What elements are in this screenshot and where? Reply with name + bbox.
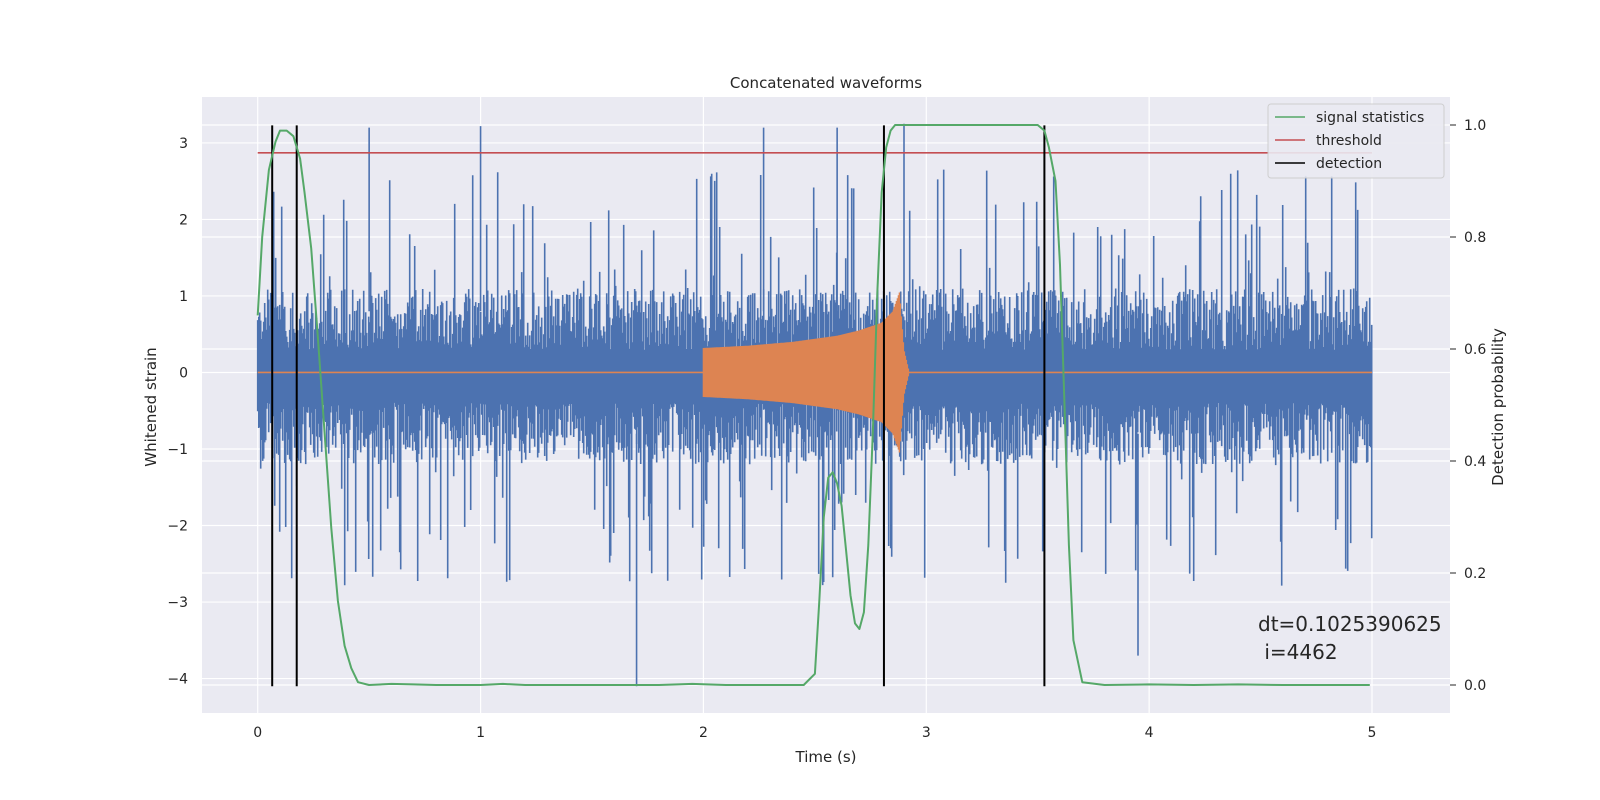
y-axis-title: Whitened strain	[142, 347, 160, 466]
x-tick-label: 1	[476, 725, 485, 741]
annotation-dt: dt=0.1025390625	[1258, 612, 1442, 636]
y-tick-label: −3	[167, 595, 188, 611]
legend: signal statistics threshold detection	[1267, 103, 1445, 179]
chart-title: Concatenated waveforms	[730, 74, 922, 92]
x-tick-label: 2	[699, 725, 708, 741]
y-tick-label: 2	[179, 212, 188, 228]
y2-axis-title: Detection probability	[1489, 328, 1507, 486]
y-tick-label: −1	[167, 442, 188, 458]
y-tick-label: −2	[167, 519, 188, 535]
y-tick-labels: −4 −3 −2 −1 0 1 2 3	[167, 136, 188, 688]
legend-label-signal-statistics: signal statistics	[1316, 110, 1424, 126]
y2-tick-label: 0.8	[1464, 230, 1486, 246]
y2-tick-labels: 0.0 0.2 0.4 0.6 0.8 1.0	[1450, 118, 1486, 694]
x-tick-label: 0	[253, 725, 262, 741]
y2-tick-label: 0.0	[1464, 678, 1486, 694]
chirp-trace	[702, 292, 910, 453]
y2-tick-label: 0.2	[1464, 566, 1486, 582]
signal-statistics-series	[256, 124, 1370, 686]
signal-statistics-line	[256, 124, 1370, 686]
x-axis-title: Time (s)	[795, 748, 857, 766]
y-tick-label: 1	[179, 289, 188, 305]
x-tick-label: 4	[1145, 725, 1154, 741]
annotation-index: i=4462	[1258, 640, 1338, 664]
chirp-series	[257, 292, 1372, 453]
x-tick-label: 5	[1368, 725, 1377, 741]
y2-tick-label: 0.6	[1464, 342, 1486, 358]
detection-series	[271, 125, 1046, 687]
y2-tick-label: 1.0	[1464, 118, 1486, 134]
y-tick-label: 3	[179, 136, 188, 152]
x-tick-labels: 0 1 2 3 4 5	[253, 725, 1376, 741]
y-tick-label: −4	[167, 672, 188, 688]
y-tick-label: 0	[179, 365, 188, 381]
x-tick-label: 3	[922, 725, 931, 741]
legend-label-threshold: threshold	[1316, 133, 1382, 149]
legend-box	[1267, 103, 1445, 179]
legend-label-detection: detection	[1316, 156, 1382, 172]
y2-tick-label: 0.4	[1464, 454, 1486, 470]
